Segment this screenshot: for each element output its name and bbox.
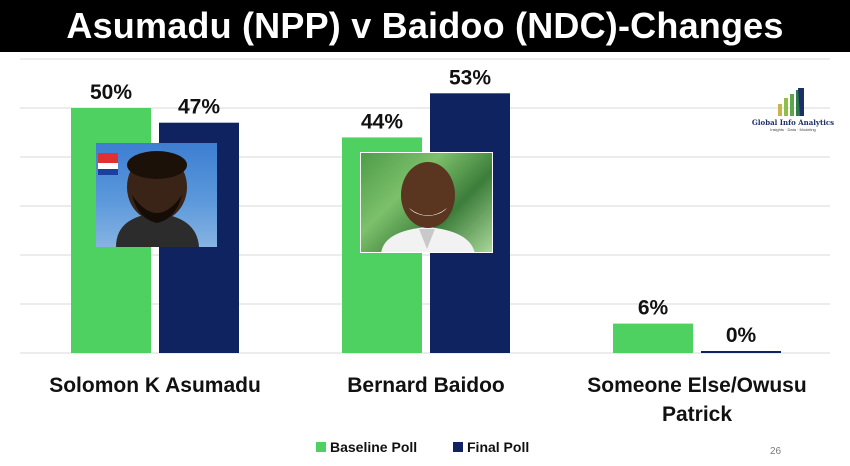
data-label: 0%	[726, 324, 757, 347]
bar-growth-logo-icon	[778, 88, 804, 116]
data-label: 47%	[178, 96, 220, 119]
data-label: 50%	[90, 81, 132, 104]
bar-final-2	[701, 351, 781, 353]
brand-logo: Global Info Analytics Insights · Data · …	[752, 86, 834, 136]
category-label: Someone Else/Owusu	[587, 374, 806, 397]
legend-label: Final Poll	[467, 439, 529, 455]
data-labels: 50% 47% 44% 53% 6% 0%	[90, 66, 757, 347]
category-label: Patrick	[662, 403, 732, 426]
title-bar: Asumadu (NPP) v Baidoo (NDC)-Changes	[0, 0, 850, 52]
category-label: Solomon K Asumadu	[49, 374, 261, 397]
asumadu-photo	[96, 143, 217, 247]
category-labels: Solomon K Asumadu Bernard Baidoo Someone E…	[49, 374, 806, 426]
legend-swatch	[316, 442, 326, 452]
page-number: 26	[770, 446, 782, 457]
data-label: 6%	[638, 297, 669, 320]
baidoo-photo	[360, 152, 493, 253]
logo-name: Global Info Analytics	[751, 118, 835, 127]
data-label: 44%	[361, 110, 403, 133]
category-label: Bernard Baidoo	[347, 374, 505, 397]
legend-label: Baseline Poll	[330, 439, 417, 455]
data-label: 53%	[449, 66, 491, 89]
page-title: Asumadu (NPP) v Baidoo (NDC)-Changes	[66, 5, 784, 46]
legend: Baseline Poll Final Poll	[316, 439, 529, 455]
bar-baseline-2	[613, 323, 693, 353]
legend-swatch	[453, 442, 463, 452]
logo-tagline: Insights · Data · Modeling	[770, 127, 816, 132]
